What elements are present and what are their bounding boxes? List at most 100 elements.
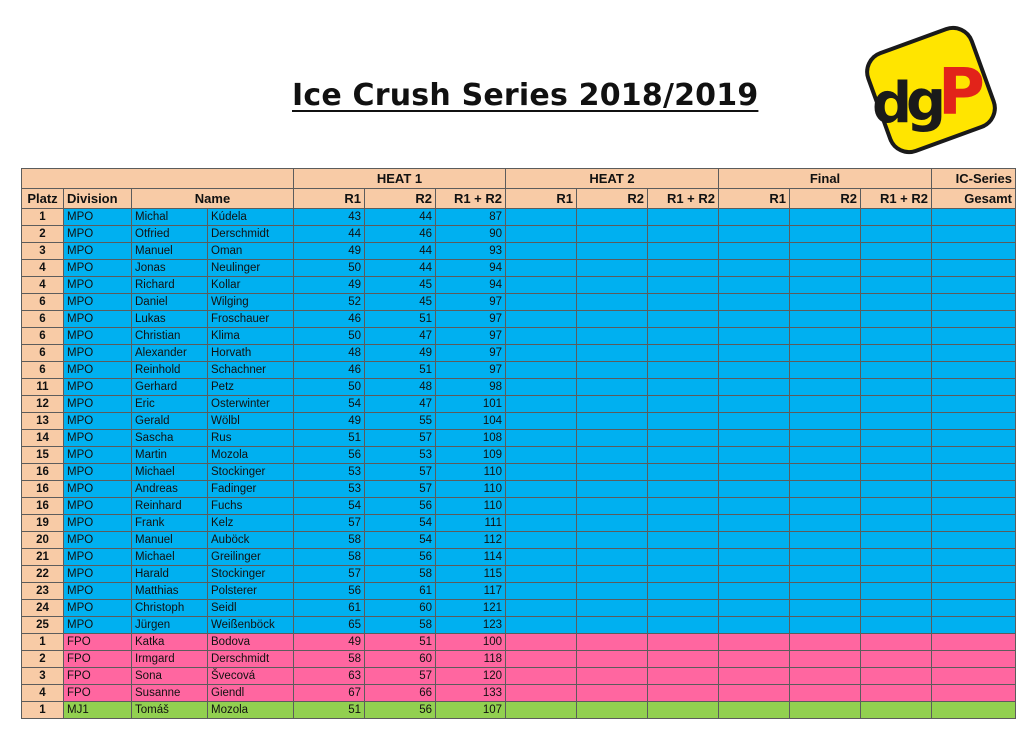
final-r1-cell	[718, 616, 790, 634]
first-name-cell: Michael	[131, 548, 208, 566]
final-sum-cell	[860, 684, 932, 702]
last-name-cell: Kollar	[207, 276, 294, 294]
division-cell: FPO	[63, 684, 132, 702]
final-r1-cell	[718, 344, 790, 362]
final-r1-cell	[718, 446, 790, 464]
final-r1-cell	[718, 208, 790, 226]
division-cell: MPO	[63, 531, 132, 549]
last-name-cell: Oman	[207, 242, 294, 260]
heat2-r1-cell	[505, 548, 577, 566]
heat2-r1-cell	[505, 531, 577, 549]
heat1-r1-cell: 57	[293, 565, 365, 583]
final-r1-cell	[718, 412, 790, 430]
heat2-r1-cell	[505, 242, 577, 260]
gesamt-cell	[931, 446, 1016, 464]
heat1-r1-cell: 58	[293, 548, 365, 566]
heat2-r1-cell	[505, 599, 577, 617]
final-r2-cell	[789, 548, 861, 566]
heat2-r1-cell	[505, 225, 577, 243]
heat1-r2-cell: 57	[364, 463, 436, 481]
final-r2-cell	[789, 293, 861, 311]
platz-cell: 6	[21, 310, 64, 328]
heat2-sum-cell	[647, 395, 719, 413]
last-name-cell: Kúdela	[207, 208, 294, 226]
table-row: 1 MPO Michal Kúdela 43 44 87	[21, 208, 1016, 226]
logo-g: g	[906, 69, 946, 134]
table-row: 3 MPO Manuel Oman 49 44 93	[21, 242, 1016, 260]
final-sum-cell	[860, 395, 932, 413]
heat1-r1-cell: 50	[293, 378, 365, 396]
platz-cell: 6	[21, 344, 64, 362]
first-name-cell: Frank	[131, 514, 208, 532]
heat1-r2-cell: 55	[364, 412, 436, 430]
heat2-r2-cell	[576, 276, 648, 294]
heat1-r1-cell: 61	[293, 599, 365, 617]
last-name-cell: Fuchs	[207, 497, 294, 515]
heat2-r1-cell	[505, 650, 577, 668]
gesamt-cell	[931, 412, 1016, 430]
division-cell: MPO	[63, 310, 132, 328]
heat1-r1-cell: 58	[293, 531, 365, 549]
heat2-sum-cell	[647, 497, 719, 515]
final-r2-cell	[789, 276, 861, 294]
heat1-r1-cell: 49	[293, 633, 365, 651]
gesamt-cell	[931, 701, 1016, 719]
heat1-r1-cell: 50	[293, 259, 365, 277]
final-r1-cell	[718, 259, 790, 277]
final-r1-cell	[718, 463, 790, 481]
heat2-sum-cell	[647, 582, 719, 600]
division-cell: MPO	[63, 327, 132, 345]
heat1-r2-cell: 54	[364, 531, 436, 549]
last-name-cell: Osterwinter	[207, 395, 294, 413]
table-row: 1 FPO Katka Bodova 49 51 100	[21, 633, 1016, 651]
final-r2-cell	[789, 565, 861, 583]
heat1-sum-cell: 110	[435, 480, 506, 498]
gesamt-cell	[931, 650, 1016, 668]
page-title: Ice Crush Series 2018/2019	[292, 78, 759, 113]
gesamt-cell	[931, 293, 1016, 311]
blank-header-cell	[21, 168, 294, 189]
first-name-cell: Irmgard	[131, 650, 208, 668]
heat2-r1-cell	[505, 684, 577, 702]
heat1-r1-cell: 56	[293, 446, 365, 464]
heat1-r2-cell: 57	[364, 480, 436, 498]
gesamt-cell	[931, 531, 1016, 549]
heat2-r1-cell	[505, 616, 577, 634]
heat2-sum-cell	[647, 293, 719, 311]
heat1-sum-cell: 97	[435, 310, 506, 328]
gesamt-cell	[931, 599, 1016, 617]
final-r1-cell	[718, 599, 790, 617]
platz-cell: 6	[21, 327, 64, 345]
final-r2-cell	[789, 497, 861, 515]
col-heat2-r2: R2	[576, 188, 648, 209]
heat2-sum-cell	[647, 633, 719, 651]
final-sum-cell	[860, 650, 932, 668]
final-sum-cell	[860, 361, 932, 379]
heat2-r2-cell	[576, 242, 648, 260]
division-cell: MPO	[63, 514, 132, 532]
heat2-r2-cell	[576, 599, 648, 617]
heat2-r1-cell	[505, 276, 577, 294]
heat1-r1-cell: 49	[293, 242, 365, 260]
column-header-row: Platz Division Name R1 R2 R1 + R2 R1 R2 …	[21, 188, 1016, 209]
final-r2-cell	[789, 531, 861, 549]
table-row: 3 FPO Sona Švecová 63 57 120	[21, 667, 1016, 685]
heat1-sum-cell: 115	[435, 565, 506, 583]
last-name-cell: Horvath	[207, 344, 294, 362]
heat1-r2-cell: 66	[364, 684, 436, 702]
heat1-r1-cell: 51	[293, 701, 365, 719]
last-name-cell: Giendl	[207, 684, 294, 702]
heat2-r2-cell	[576, 616, 648, 634]
first-name-cell: Andreas	[131, 480, 208, 498]
division-cell: MPO	[63, 395, 132, 413]
heat2-r1-cell	[505, 310, 577, 328]
heat2-sum-cell	[647, 514, 719, 532]
division-cell: MPO	[63, 412, 132, 430]
heat1-r1-cell: 67	[293, 684, 365, 702]
heat2-r2-cell	[576, 310, 648, 328]
heat1-r1-cell: 63	[293, 667, 365, 685]
heat2-sum-cell	[647, 276, 719, 294]
heat1-sum-cell: 104	[435, 412, 506, 430]
heat2-r1-cell	[505, 446, 577, 464]
final-r2-cell	[789, 344, 861, 362]
